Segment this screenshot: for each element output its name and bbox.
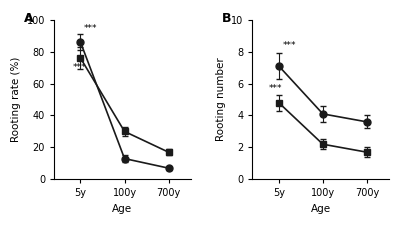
X-axis label: Age: Age xyxy=(112,204,132,214)
Y-axis label: Rooting number: Rooting number xyxy=(216,58,226,142)
Text: B: B xyxy=(222,12,232,25)
Text: ***: *** xyxy=(283,41,297,50)
Y-axis label: Rooting rate (%): Rooting rate (%) xyxy=(11,57,21,142)
Text: ***: *** xyxy=(84,24,98,33)
X-axis label: Age: Age xyxy=(310,204,331,214)
Text: ***: *** xyxy=(72,63,86,72)
Text: A: A xyxy=(24,12,34,25)
Text: ***: *** xyxy=(269,84,283,93)
